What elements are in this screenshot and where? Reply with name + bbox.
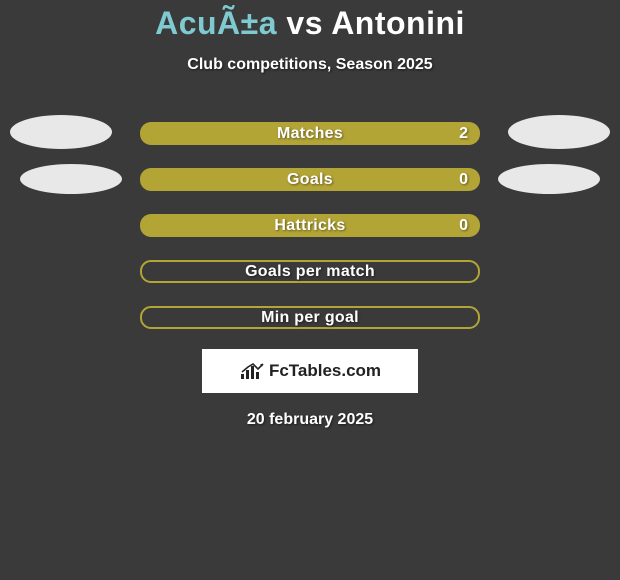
- page-title: AcuÃ±a vs Antonini: [0, 5, 620, 42]
- stat-label: Matches: [140, 125, 480, 143]
- stat-row: Goals0: [0, 168, 620, 191]
- brand-text: FcTables.com: [269, 361, 381, 381]
- stat-value: 2: [459, 125, 468, 143]
- stat-bar: Goals per match: [140, 260, 480, 283]
- stat-label: Goals: [140, 171, 480, 189]
- stat-value: 0: [459, 171, 468, 189]
- chart-icon: [239, 361, 265, 381]
- left-ellipse: [20, 164, 122, 194]
- stat-row: Goals per match: [0, 260, 620, 283]
- right-ellipse: [508, 115, 610, 149]
- stat-row: Matches2: [0, 122, 620, 145]
- stat-bar: Hattricks0: [140, 214, 480, 237]
- right-ellipse: [498, 164, 600, 194]
- left-ellipse: [10, 115, 112, 149]
- title-vs: vs: [277, 5, 331, 41]
- stat-label: Goals per match: [142, 263, 478, 281]
- title-player-b: Antonini: [331, 5, 465, 41]
- stat-bar: Matches2: [140, 122, 480, 145]
- stat-bar: Min per goal: [140, 306, 480, 329]
- date-text: 20 february 2025: [0, 411, 620, 429]
- stat-rows: Matches2Goals0Hattricks0Goals per matchM…: [0, 122, 620, 329]
- stat-value: 0: [459, 217, 468, 235]
- subtitle: Club competitions, Season 2025: [0, 56, 620, 74]
- stat-label: Min per goal: [142, 309, 478, 327]
- brand-box: FcTables.com: [202, 349, 418, 393]
- stat-label: Hattricks: [140, 217, 480, 235]
- title-player-a: AcuÃ±a: [155, 5, 277, 41]
- stat-row: Hattricks0: [0, 214, 620, 237]
- stat-row: Min per goal: [0, 306, 620, 329]
- stat-bar: Goals0: [140, 168, 480, 191]
- infographic-container: AcuÃ±a vs Antonini Club competitions, Se…: [0, 0, 620, 429]
